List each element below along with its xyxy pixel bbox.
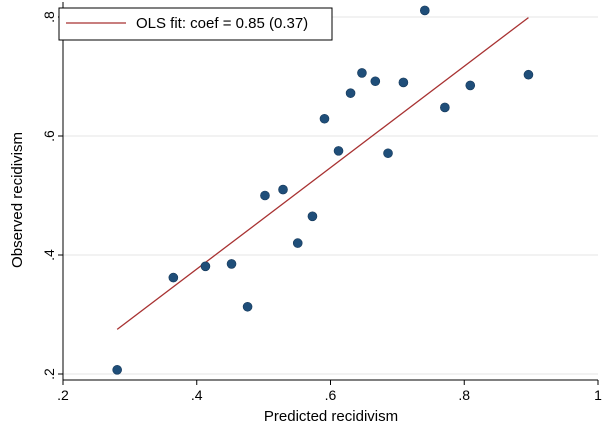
- x-tick-label: 1: [594, 387, 602, 403]
- data-point: [260, 190, 270, 201]
- data-point: [319, 113, 330, 124]
- x-tick-label: .8: [458, 387, 470, 403]
- axes: .2 .4 .6 .8 1 .2 .4 .6 .8: [41, 2, 602, 403]
- data-point: [200, 261, 211, 272]
- fit-line-group: [116, 17, 529, 330]
- data-point: [307, 211, 318, 222]
- data-point: [168, 272, 179, 283]
- data-point: [345, 88, 356, 98]
- data-point: [226, 259, 237, 269]
- ols-fit-line: [116, 17, 529, 330]
- data-point: [292, 238, 303, 248]
- data-point: [398, 77, 409, 88]
- data-point: [112, 365, 122, 375]
- data-point: [370, 76, 381, 87]
- points-group: [112, 5, 534, 375]
- data-point: [523, 69, 534, 80]
- legend: OLS fit: coef = 0.85 (0.37): [58, 7, 333, 41]
- data-point: [465, 80, 476, 91]
- data-point: [278, 184, 288, 195]
- legend-entry-label: OLS fit: coef = 0.85 (0.37): [136, 15, 308, 32]
- y-tick-label: .2: [41, 368, 57, 380]
- data-point: [357, 68, 367, 78]
- x-tick-label: .4: [191, 387, 203, 403]
- data-point: [383, 148, 393, 159]
- x-tick-label: .6: [325, 387, 337, 403]
- legend-box: [58, 7, 333, 41]
- y-axis-title: Observed recidivism: [9, 132, 26, 268]
- x-tick-label: .2: [57, 387, 69, 403]
- data-point: [242, 301, 253, 312]
- data-point: [333, 146, 344, 156]
- x-axis-title: Predicted recidivism: [264, 408, 398, 425]
- data-point: [419, 5, 430, 16]
- y-tick-label: .8: [41, 11, 57, 23]
- y-tick-label: .6: [41, 130, 57, 142]
- data-point: [440, 102, 450, 113]
- y-tick-label: .4: [41, 249, 57, 261]
